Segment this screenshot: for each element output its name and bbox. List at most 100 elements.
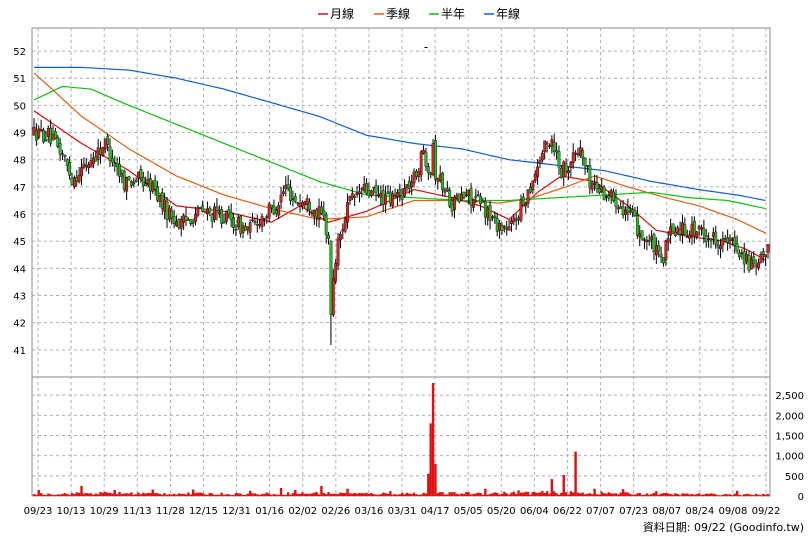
candle-body (761, 251, 765, 255)
candle-body (467, 189, 471, 197)
volume-bar (678, 495, 682, 496)
volume-bar (63, 493, 67, 496)
candle-body (742, 251, 746, 265)
candle-body (132, 182, 136, 185)
volume-bar (170, 494, 173, 496)
candle-body (483, 201, 487, 218)
candle-body (172, 216, 176, 224)
volume-bar (705, 493, 708, 496)
volume-bar (460, 493, 463, 496)
volume-bar (303, 493, 306, 496)
volume-bar (640, 495, 644, 496)
date-tick-label: 06/04 (520, 506, 549, 517)
candle-body (517, 217, 520, 220)
candle-body (310, 212, 314, 214)
candle-body (526, 189, 530, 204)
volume-bar (56, 494, 59, 496)
volume-tick-label: 500 (785, 472, 804, 483)
volume-bar (419, 494, 423, 496)
volume-bar (199, 492, 202, 496)
volume-bar (360, 493, 364, 496)
volume-bar (213, 494, 216, 496)
candle-body (605, 196, 608, 198)
volume-bar (232, 494, 235, 496)
volume-bar (586, 493, 589, 496)
price-panel-frame (31, 27, 771, 378)
candle-body (65, 159, 69, 166)
candle-body (424, 151, 428, 167)
candle-body (578, 147, 582, 156)
candle-body (612, 191, 615, 202)
candle-body (479, 196, 482, 204)
volume-bar (237, 493, 240, 496)
candle-body (472, 198, 475, 208)
volume-bar (51, 494, 55, 496)
volume-bar (441, 492, 444, 496)
volume-bar (68, 494, 71, 496)
candle-body (436, 178, 440, 182)
volume-bar (355, 493, 359, 496)
candle-body (244, 226, 247, 231)
volume-bar (92, 494, 95, 496)
volume-bar (220, 492, 223, 496)
date-tick-label: 03/16 (354, 506, 383, 517)
volume-bar (165, 494, 169, 496)
candle-body (493, 215, 497, 218)
volume-bar (510, 492, 513, 496)
volume-bar (607, 492, 611, 496)
volume-bar (553, 491, 556, 496)
volume-bar (191, 489, 195, 496)
volume-bars (32, 383, 770, 496)
candle-body (422, 149, 425, 154)
volume-bar (681, 493, 684, 496)
legend-label: 月線 (330, 6, 354, 21)
candle-body (545, 142, 549, 145)
candle-body (400, 193, 404, 200)
price-tick-label: 42 (13, 319, 26, 330)
volume-bar (365, 492, 368, 496)
candle-body (678, 229, 682, 235)
volume-bar (515, 494, 518, 496)
volume-bar (588, 493, 592, 496)
candle-body (462, 191, 466, 199)
volume-bar (256, 494, 259, 496)
volume-bar (149, 492, 152, 496)
candle-body (141, 177, 145, 186)
candle-body (49, 127, 53, 144)
price-tick-label: 50 (13, 101, 26, 112)
candle-body (336, 238, 340, 266)
volume-bar (227, 494, 230, 496)
candle-body (56, 136, 60, 147)
candle-body (728, 237, 732, 241)
volume-bar (545, 491, 549, 496)
candle-body (619, 206, 623, 209)
volume-bar (153, 493, 157, 496)
candle-body (246, 226, 250, 230)
candle-body (353, 196, 357, 198)
volume-bar (557, 494, 561, 496)
volume-bar (111, 493, 114, 496)
volume-bar (434, 463, 437, 496)
volume-bar (346, 488, 349, 496)
volume-bar (296, 493, 299, 496)
volume-bar (175, 494, 178, 496)
volume-bar (505, 493, 508, 496)
candle-body (738, 252, 741, 258)
candle-body (158, 195, 162, 202)
volume-bar (386, 494, 390, 496)
candle-body (298, 203, 302, 207)
candle-body (759, 254, 763, 263)
candle-body (502, 226, 506, 228)
candle-body (431, 143, 435, 175)
volume-bar (54, 494, 57, 496)
candle-body (103, 138, 107, 150)
volume-bar (638, 492, 641, 496)
volume-bar (519, 492, 523, 496)
candle-body (709, 238, 713, 241)
candle-body (167, 207, 171, 220)
candle-body (217, 211, 221, 215)
volume-bar (301, 492, 304, 496)
volume-bar (137, 492, 140, 496)
candle-body (234, 229, 238, 231)
legend-label: 季線 (386, 6, 410, 21)
